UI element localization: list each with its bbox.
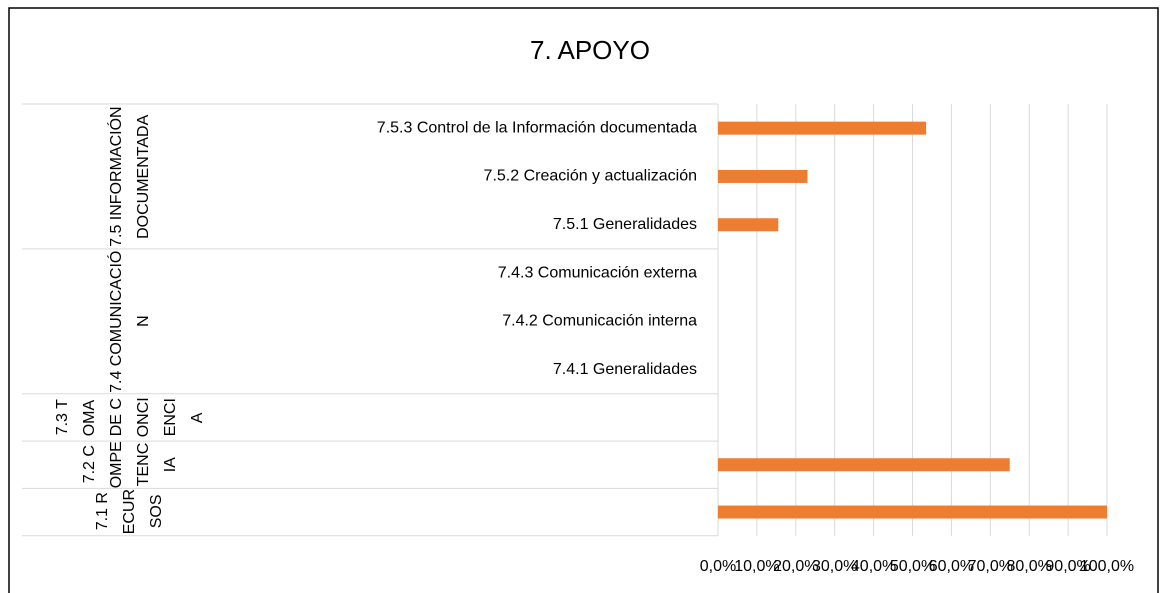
x-tick-label: 70,0% xyxy=(968,558,1013,575)
group-box: 7.2 COMPETENCIA xyxy=(22,441,237,488)
group-box: 7.1 RECURSOS xyxy=(22,488,237,535)
bar xyxy=(718,218,779,232)
group-label: 7.5 INFORMACIÓN DOCUMENTADA xyxy=(107,106,152,247)
group-box: 7.3 TOMA DE CONCIENCIA xyxy=(22,394,237,441)
chart-border xyxy=(8,7,1159,593)
x-tick-label: 90,0% xyxy=(1045,558,1090,575)
group-box: 7.4 COMUNICACIÓN xyxy=(22,249,237,394)
x-tick-label: 10,0% xyxy=(734,558,779,575)
x-tick-label: 40,0% xyxy=(851,558,896,575)
group-box: 7.5 INFORMACIÓN DOCUMENTADA xyxy=(22,104,237,249)
group-label: 7.2 COMPETENCIA xyxy=(80,441,179,489)
bar xyxy=(718,169,808,183)
x-tick-label: 0,0% xyxy=(700,558,736,575)
group-label: 7.4 COMUNICACIÓN xyxy=(107,250,152,393)
chart-title: 7. APOYO xyxy=(530,35,650,65)
category-label: 7.5.1 Generalidades xyxy=(553,216,697,233)
group-label: 7.1 RECURSOS xyxy=(94,489,165,535)
x-tick-label: 30,0% xyxy=(812,558,857,575)
bar xyxy=(718,505,1107,519)
group-label: 7.3 TOMA DE CONCIENCIA xyxy=(53,397,206,438)
x-tick-label: 50,0% xyxy=(890,558,935,575)
bar xyxy=(718,458,1010,472)
x-tick-label: 60,0% xyxy=(929,558,974,575)
category-label: 7.5.3 Control de la Información document… xyxy=(377,119,697,136)
bar xyxy=(718,121,927,135)
x-tick-label: 100,0% xyxy=(1080,558,1134,575)
x-tick-label: 80,0% xyxy=(1007,558,1052,575)
x-tick-label: 20,0% xyxy=(773,558,818,575)
category-label: 7.4.1 Generalidades xyxy=(553,361,697,378)
category-label: 7.4.3 Comunicación externa xyxy=(498,264,697,281)
category-label: 7.4.2 Comunicación interna xyxy=(502,313,697,330)
category-label: 7.5.2 Creación y actualización xyxy=(484,168,697,185)
